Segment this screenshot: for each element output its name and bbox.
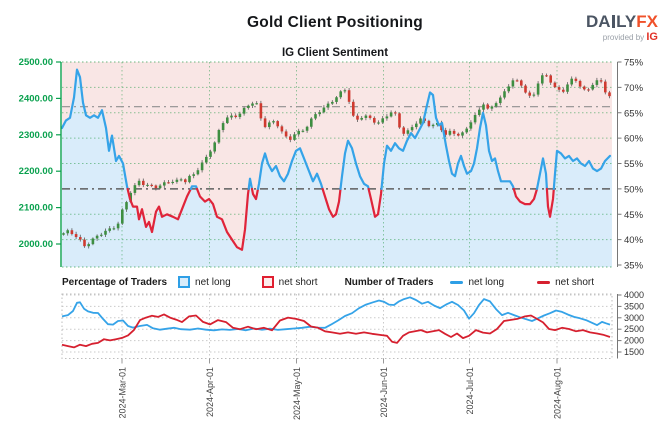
net-short-pct-line xyxy=(512,187,539,206)
legend-num-title: Number of Traders xyxy=(344,276,434,288)
net-short-pct-line xyxy=(545,187,555,218)
net-long-pct-line xyxy=(189,185,199,190)
num-axis-label: 2000 xyxy=(624,336,644,346)
legend-num-net-short: net short xyxy=(537,277,594,288)
page-title: Gold Client Positioning xyxy=(247,14,423,31)
net-long-pct-line xyxy=(339,139,370,190)
num-axis-label: 3500 xyxy=(624,301,644,311)
net-short-pct-line xyxy=(195,187,250,251)
x-axis-month-label: 2024-May-01 xyxy=(292,367,302,420)
net-long-pct-line xyxy=(535,157,549,190)
price-axis-label: 2300.00 xyxy=(19,130,53,141)
pct-axis-label: 50% xyxy=(624,184,644,195)
num-net-long-line xyxy=(61,296,611,332)
price-axis-label: 2100.00 xyxy=(19,203,53,214)
num-panel-border xyxy=(61,293,613,359)
num-axis-label: 1500 xyxy=(624,347,644,357)
num-axis-label: 2500 xyxy=(624,324,644,334)
price-axis-label: 2200.00 xyxy=(19,166,53,177)
net-long-pct-line xyxy=(380,91,515,190)
x-axis-month-label: 2024-Jul-01 xyxy=(465,367,475,415)
pct-axis-label: 55% xyxy=(624,159,644,170)
x-axis-month-label: 2024-Aug-01 xyxy=(553,367,563,419)
price-axis-label: 2000.00 xyxy=(19,239,53,250)
net-short-line-icon xyxy=(537,280,551,284)
pct-axis-label: 45% xyxy=(624,210,644,221)
dailyfx-logo[interactable]: DA LY FX provided by IG xyxy=(586,13,658,43)
net-short-square-icon xyxy=(261,276,274,288)
price-axis-label: 2400.00 xyxy=(19,93,53,104)
net-long-square-icon xyxy=(178,276,191,288)
logo-i-bar-icon xyxy=(612,15,615,29)
legend-pct-net-long: net long xyxy=(178,276,231,288)
price-axis-label: 2500.00 xyxy=(19,57,53,68)
x-axis-month-label: 2024-Jun-01 xyxy=(379,367,389,418)
pct-axis-label: 60% xyxy=(624,134,644,145)
ig-logo: IG xyxy=(646,30,658,43)
provided-by-line: provided by IG xyxy=(602,30,658,43)
net-long-pct-line xyxy=(247,177,254,190)
legend-pct-net-short: net short xyxy=(261,276,318,288)
net-long-line-icon xyxy=(450,280,464,284)
x-axis-month-label: 2024-Mar-01 xyxy=(118,367,128,419)
num-net-short-line xyxy=(61,313,611,349)
candlestick-series xyxy=(62,73,611,249)
net-short-pct-line xyxy=(367,187,383,218)
sentiment-area-below xyxy=(62,69,612,267)
net-short-pct-line xyxy=(126,187,192,234)
pct-axis-label: 70% xyxy=(624,83,644,94)
net-short-pct-line xyxy=(250,187,260,201)
net-short-pct-line xyxy=(321,187,342,218)
pct-axis-label: 75% xyxy=(624,58,644,69)
chart-subtitle: IG Client Sentiment xyxy=(281,47,389,59)
legend-num-net-long: net long xyxy=(450,277,504,288)
net-long-pct-line xyxy=(256,147,324,190)
net-long-pct-line xyxy=(60,68,129,190)
pct-axis-label: 40% xyxy=(624,235,644,246)
net-long-pct-line xyxy=(552,149,612,190)
num-axis-label: 3000 xyxy=(624,313,644,323)
legend-pct-title: Percentage of Traders xyxy=(62,276,168,288)
dailyfx-wordmark: DA LY FX xyxy=(586,12,658,31)
num-axis-label: 4000 xyxy=(624,290,644,300)
pct-axis-label: 35% xyxy=(624,261,644,272)
x-axis-month-label: 2024-Apr-01 xyxy=(205,367,215,417)
pct-axis-label: 65% xyxy=(624,108,644,119)
legend-row: Percentage of Traders net long net short… xyxy=(62,274,594,290)
